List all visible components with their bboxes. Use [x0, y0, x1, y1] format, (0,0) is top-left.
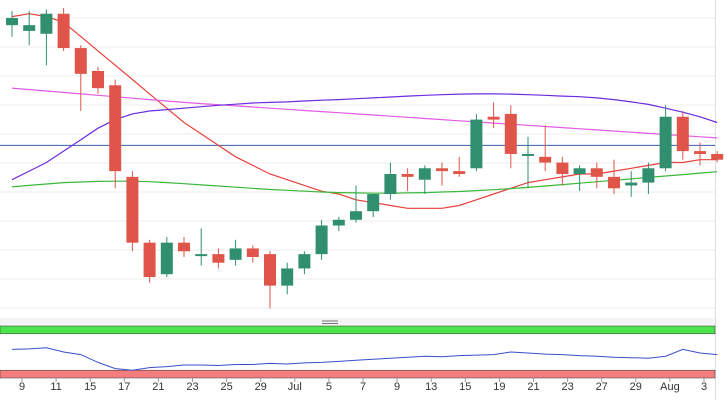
- candle-body: [711, 153, 724, 160]
- candle-body: [92, 70, 104, 89]
- x-tick-label: 9: [19, 381, 25, 393]
- x-tick-label: 11: [50, 381, 61, 393]
- x-tick-label: 23: [186, 381, 198, 393]
- x-tick-label: 3: [701, 381, 707, 393]
- x-tick-label: 5: [326, 381, 332, 393]
- candle-body: [401, 173, 414, 177]
- candle-body: [315, 225, 328, 255]
- candle-body: [126, 176, 139, 243]
- candle-body: [642, 168, 655, 183]
- candle-body: [384, 173, 397, 195]
- candle-body: [195, 254, 208, 257]
- x-tick-label: 21: [152, 381, 164, 393]
- x-tick-label: 13: [425, 381, 437, 393]
- x-tick-label: Aug: [660, 381, 680, 393]
- candle-body: [522, 153, 534, 156]
- candle-body: [160, 242, 173, 275]
- x-tick-label: 29: [255, 381, 267, 393]
- oversold-band: [0, 369, 716, 379]
- candle-body: [212, 254, 225, 263]
- x-tick-label: 25: [220, 381, 232, 393]
- candle-body: [23, 25, 36, 31]
- x-tick-label: 27: [596, 381, 608, 393]
- x-tick-label: 19: [493, 381, 505, 393]
- candle-body: [229, 248, 242, 260]
- ma-magenta-line: [11, 87, 718, 139]
- x-tick-label: 17: [118, 381, 130, 393]
- x-tick-label: 15: [459, 381, 471, 393]
- candle-body: [298, 254, 311, 269]
- candle-body: [539, 156, 552, 163]
- candle-body: [453, 171, 466, 174]
- candle-body: [676, 116, 689, 152]
- candle-body: [436, 168, 448, 172]
- x-tick-label: 29: [630, 381, 642, 393]
- candle-body: [109, 85, 122, 172]
- candle-body: [573, 168, 586, 174]
- oscillator-line: [11, 347, 718, 371]
- candle-body: [74, 48, 87, 74]
- candle-body: [487, 116, 500, 120]
- x-tick-label: Jul: [288, 381, 302, 393]
- x-tick-label: 21: [527, 381, 539, 393]
- candle-body: [6, 18, 18, 26]
- candle-body: [590, 168, 603, 177]
- ma-purple-line: [11, 93, 718, 181]
- candle-body: [694, 151, 706, 154]
- candle-body: [659, 116, 672, 169]
- pane-separator: [0, 318, 715, 326]
- candle-body: [264, 254, 276, 286]
- candle-body: [40, 13, 53, 34]
- candle-body: [350, 211, 362, 220]
- x-tick-label: 9: [394, 381, 400, 393]
- x-tick-label: 7: [360, 381, 366, 393]
- candle-body: [608, 176, 620, 189]
- x-tick-label: 15: [84, 381, 96, 393]
- candle-body: [367, 194, 380, 212]
- plot-area: [0, 0, 715, 318]
- candle-body: [332, 219, 345, 226]
- candle-body: [625, 182, 638, 186]
- candle-body: [143, 242, 156, 278]
- candle-body: [246, 248, 259, 257]
- overbought-band: [0, 325, 716, 335]
- candle-body: [57, 13, 70, 49]
- x-tick-label: 23: [561, 381, 573, 393]
- candle-body: [418, 168, 431, 180]
- candle-body: [178, 242, 190, 252]
- candle-body: [504, 113, 517, 154]
- candle-body: [470, 119, 483, 169]
- candle-body: [281, 268, 294, 286]
- candle-body: [556, 162, 569, 174]
